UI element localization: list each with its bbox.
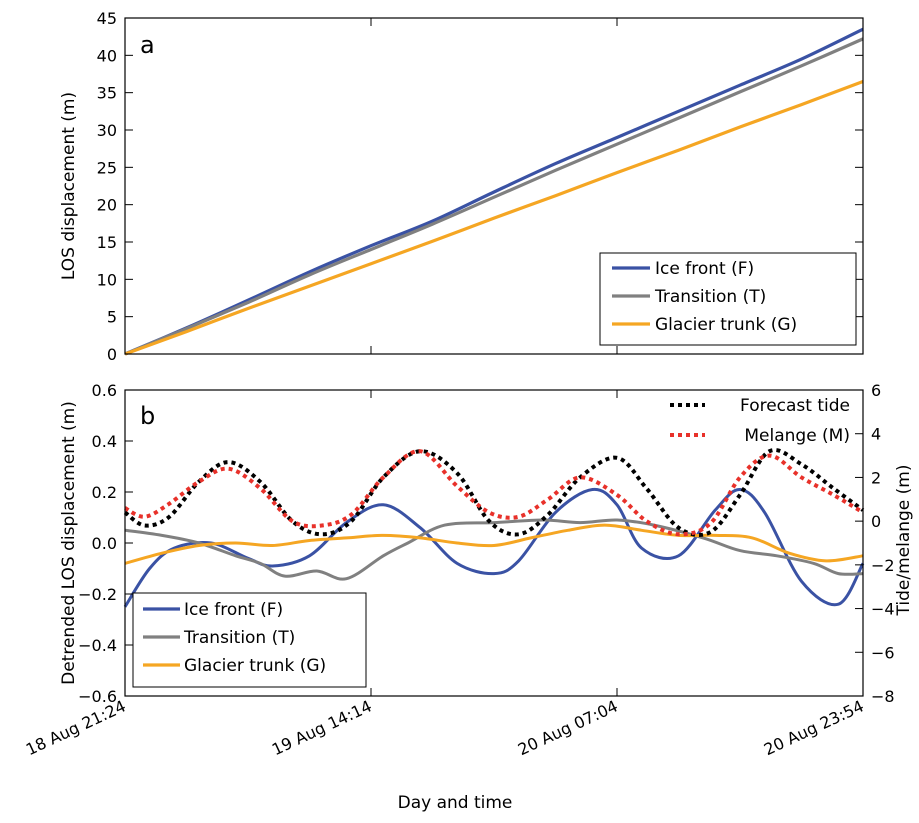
panel-b-legend-label-glacier-trunk-g: Glacier trunk (G) [184,656,326,676]
panel-a-y-tick-label: 20 [97,196,117,215]
panel-a-y-tick-label: 5 [107,308,117,327]
panel-a-legend-label-transition-t: Transition (T) [654,287,766,307]
panel-b-x-axis-label: Day and time [398,793,513,813]
panel-b-series-glacier-trunk-g [124,523,864,565]
panel-b-y2-tick-label: 0 [871,512,881,531]
panel-b-y2-tick-label: −6 [871,643,895,662]
panel-a-ticks: 0 5 10 15 20 25 30 35 40 45 [97,9,864,364]
panel-b-y2-tick-label: −2 [871,556,895,575]
panel-a-y-tick-label: 30 [97,121,117,140]
panel-b-series [123,448,865,608]
panel-b-y-tick-label: −0.4 [78,636,117,655]
panel-b-legend-left: Ice front (F) Transition (T) Glacier trunk… [132,592,367,688]
panel-a-y-axis-label: LOS displacement (m) [59,92,79,280]
panel-a-y-tick-label: 40 [97,46,117,65]
panel-a-y-tick-label: 35 [97,84,117,103]
panel-a-y-tick-label: 0 [107,345,117,364]
panel-a-y-tick-label: 25 [97,158,117,177]
panel-b-series-melange-m [124,449,865,537]
panel-b-y2-tick-label: −8 [871,687,895,706]
panel-a-y-tick-label: 10 [97,270,117,289]
panel-b-y2-axis-label: Tide/melange (m) [894,465,914,617]
panel-a-letter: a [140,31,155,59]
panel-b-y-tick-label: 0.6 [92,381,117,400]
panel-b-legend-right: Forecast tide Melange (M) [670,396,850,446]
panel-b-legend-label-transition-t: Transition (T) [183,628,295,648]
panel-b: −0.6 −0.4 −0.2 0.0 0.2 0.4 0.6 −8 −6 −4 −2 0 2 4 6 18 A… [23,381,914,813]
panel-b-y-tick-label: −0.2 [78,585,117,604]
panel-a-series-ice-front-f [124,27,864,356]
panel-b-legend-label-melange-m: Melange (M) [744,426,850,446]
panel-b-y-tick-label: 0.2 [92,483,117,502]
panel-b-x-tick-label: 20 Aug 07:04 [515,696,621,759]
panel-a-legend-label-glacier-trunk-g: Glacier trunk (G) [655,315,797,335]
panel-b-legend-label-forecast-tide: Forecast tide [740,396,850,416]
panel-b-y2-tick-label: 2 [871,468,881,487]
panel-b-y-tick-label: −0.6 [78,687,117,706]
panel-a-y-tick-label: 15 [97,233,117,252]
panel-b-series-forecast-tide [123,448,865,538]
panel-b-x-tick-label: 20 Aug 23:54 [761,696,867,759]
panel-b-letter: b [140,402,155,430]
panel-b-series-transition-t [124,518,864,581]
panel-a-series-glacier-trunk-g [124,80,864,356]
panel-a-legend-label-ice-front-f: Ice front (F) [655,259,754,279]
panel-a-series-transition-t [124,37,864,356]
panel-b-y-axis-label: Detrended LOS displacement (m) [59,401,79,685]
panel-b-y2-tick-label: 6 [871,381,881,400]
panel-b-y-tick-label: 0.0 [92,534,117,553]
panel-b-series-ice-front-f [123,487,865,608]
panel-b-legend-label-ice-front-f: Ice front (F) [184,600,283,620]
panel-a-y-tick-label: 45 [97,9,117,28]
panel-b-x-tick-label: 18 Aug 21:24 [23,696,129,759]
panel-b-x-tick-label: 19 Aug 14:14 [269,696,375,759]
panel-a-frame [124,17,864,355]
panel-a-series [124,27,864,356]
panel-b-y2-tick-label: −4 [871,600,895,619]
panel-a: 0 5 10 15 20 25 30 35 40 45 a LOS displacement (m… [59,9,864,364]
panel-b-y2-tick-label: 4 [871,425,881,444]
panel-b-y-tick-label: 0.4 [92,432,117,451]
panel-a-legend: Ice front (F) Transition (T) Glacier trunk… [599,252,857,346]
